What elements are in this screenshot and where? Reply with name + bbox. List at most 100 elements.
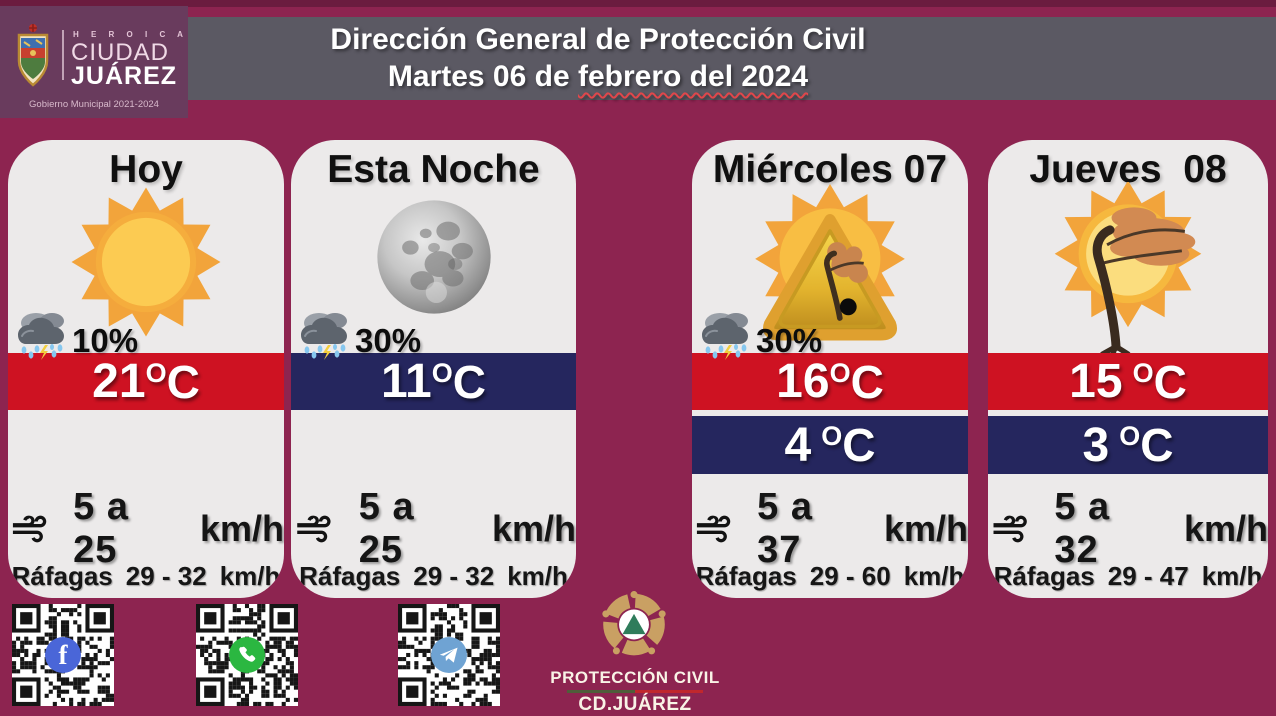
- gust-range: 29 - 47: [1107, 561, 1189, 591]
- city-logo: H E R O I C A CIUDAD JUÁREZ Gobierno Mun…: [0, 6, 188, 118]
- card-title: Jueves 08: [1029, 148, 1227, 191]
- gust-label: Ráfagas: [299, 561, 401, 591]
- wind-advisory-icon: [755, 184, 905, 341]
- wind-speed-row: 5 a 37 km/h: [692, 486, 968, 572]
- rain-cloud-icon: [17, 312, 65, 361]
- low-temp-value: 3: [1082, 418, 1110, 472]
- wind-range: 5 a 25: [73, 486, 129, 571]
- temp-unit: C: [1153, 355, 1187, 408]
- wind-speed-row: 5 a 32 km/h: [988, 486, 1268, 572]
- wind-speed-row: 5 a 25 km/h: [8, 486, 284, 572]
- degree-symbol: O: [821, 421, 843, 451]
- temp-unit: C: [452, 355, 486, 408]
- top-border-strip: [0, 0, 1276, 7]
- proteccion-civil-emblem: [602, 591, 666, 656]
- date-underlined: febrero del 2024: [577, 60, 809, 93]
- gust-row: Ráfagas 29 - 32 km/h: [8, 561, 284, 592]
- wind-unit: km/h: [491, 508, 576, 549]
- wind-range: 5 a 37: [757, 486, 813, 571]
- logo-divider: [62, 30, 64, 80]
- gust-unit: km/h: [903, 561, 965, 591]
- wind-icon: [12, 515, 47, 543]
- high-temp-value: 16: [776, 355, 830, 408]
- wind-unit: km/h: [199, 508, 284, 549]
- telegram-qr-code: [398, 604, 500, 706]
- wind-icon: [297, 515, 331, 543]
- degree-symbol: O: [829, 358, 851, 388]
- gust-range: 29 - 32: [125, 561, 207, 591]
- card-title: Hoy: [109, 148, 183, 191]
- gust-label: Ráfagas: [11, 561, 113, 591]
- low-temp-value: 4: [784, 418, 812, 472]
- windy-tree-sun-icon: [1054, 182, 1202, 354]
- pc-logo-underline: [567, 690, 703, 693]
- gust-row: Ráfagas 29 - 60 km/h: [692, 561, 968, 592]
- wind-range: 5 a 32: [1054, 486, 1111, 571]
- wind-speed-row: 5 a 25 km/h: [291, 486, 576, 572]
- pc-logo-title: PROTECCIÓN CIVIL: [550, 668, 720, 687]
- whatsapp-icon: [229, 637, 265, 673]
- rain-cloud-icon: [300, 312, 348, 361]
- wind-icon: [696, 515, 731, 543]
- gust-label: Ráfagas: [993, 561, 1095, 591]
- gust-unit: km/h: [507, 561, 568, 591]
- wind-unit: km/h: [883, 508, 968, 549]
- degree-symbol: O: [145, 358, 167, 388]
- telegram-icon: [431, 637, 467, 673]
- degree-symbol: O: [431, 358, 453, 388]
- gust-unit: km/h: [219, 561, 281, 591]
- high-temp-value: 21: [92, 355, 146, 408]
- wind-range: 5 a 25: [358, 486, 415, 571]
- rain-percent: 10%: [72, 322, 139, 359]
- low-temp-value: 11: [381, 355, 432, 408]
- sun-icon: [71, 187, 221, 337]
- temp-unit: C: [166, 355, 200, 408]
- temp-unit: C: [850, 355, 884, 408]
- gust-row: Ráfagas 29 - 32 km/h: [291, 561, 576, 592]
- temp-unit: C: [1140, 419, 1174, 471]
- wind-unit: km/h: [1183, 508, 1268, 549]
- page-title: Dirección General de Protección Civil: [330, 23, 866, 56]
- wind-icon: [993, 515, 1027, 543]
- low-temp-band: 11 O C: [291, 353, 576, 410]
- forecast-card-hoy: Hoy 10% 21 O C 5 a 25 km/h Ráfagas 29 - 32…: [8, 140, 284, 598]
- high-temp-band: 15 O C: [988, 353, 1268, 410]
- facebook-qr-code: f: [12, 604, 114, 706]
- coat-of-arms-icon: [17, 24, 49, 87]
- forecast-card-esta-noche: Esta Noche 30% 11 O C 5 a 25 km/h: [291, 140, 576, 598]
- logo-ciudad: CIUDAD: [71, 39, 170, 66]
- forecast-card-miercoles: Miércoles 07 30% 16 O C: [692, 140, 968, 598]
- rain-probability: 30%: [694, 308, 822, 362]
- high-temp-value: 15: [1069, 355, 1123, 408]
- rain-percent: 30%: [756, 322, 823, 359]
- logo-juarez: JUÁREZ: [71, 62, 178, 90]
- high-temp-band: 21 O C: [8, 353, 284, 410]
- rain-cloud-icon: [701, 312, 749, 361]
- pc-logo-city: CD.JUÁREZ: [578, 694, 692, 715]
- temp-unit: C: [842, 419, 876, 471]
- rain-probability: 30%: [293, 308, 421, 362]
- facebook-icon: f: [45, 637, 81, 673]
- gust-row: Ráfagas 29 - 47 km/h: [988, 561, 1268, 592]
- rain-probability: 10%: [10, 308, 138, 362]
- degree-symbol: O: [1132, 358, 1154, 388]
- gust-range: 29 - 32: [413, 561, 495, 591]
- gust-unit: km/h: [1201, 561, 1263, 591]
- card-title: Esta Noche: [327, 148, 540, 191]
- gust-label: Ráfagas: [695, 561, 797, 591]
- header-band: [0, 17, 1276, 100]
- gust-range: 29 - 60: [809, 561, 891, 591]
- full-moon-icon: [376, 200, 491, 314]
- high-temp-band: 16 O C: [692, 353, 968, 410]
- logo-gobierno: Gobierno Municipal 2021-2024: [29, 99, 159, 110]
- page-date: Martes 06 de febrero del 2024: [388, 59, 808, 95]
- header-titles: Dirección General de Protección Civil Ma…: [0, 17, 1196, 100]
- degree-symbol: O: [1119, 421, 1141, 451]
- rain-percent: 30%: [355, 322, 422, 359]
- card-title: Miércoles 07: [712, 148, 948, 191]
- logo-heroica: H E R O I C A: [73, 30, 188, 39]
